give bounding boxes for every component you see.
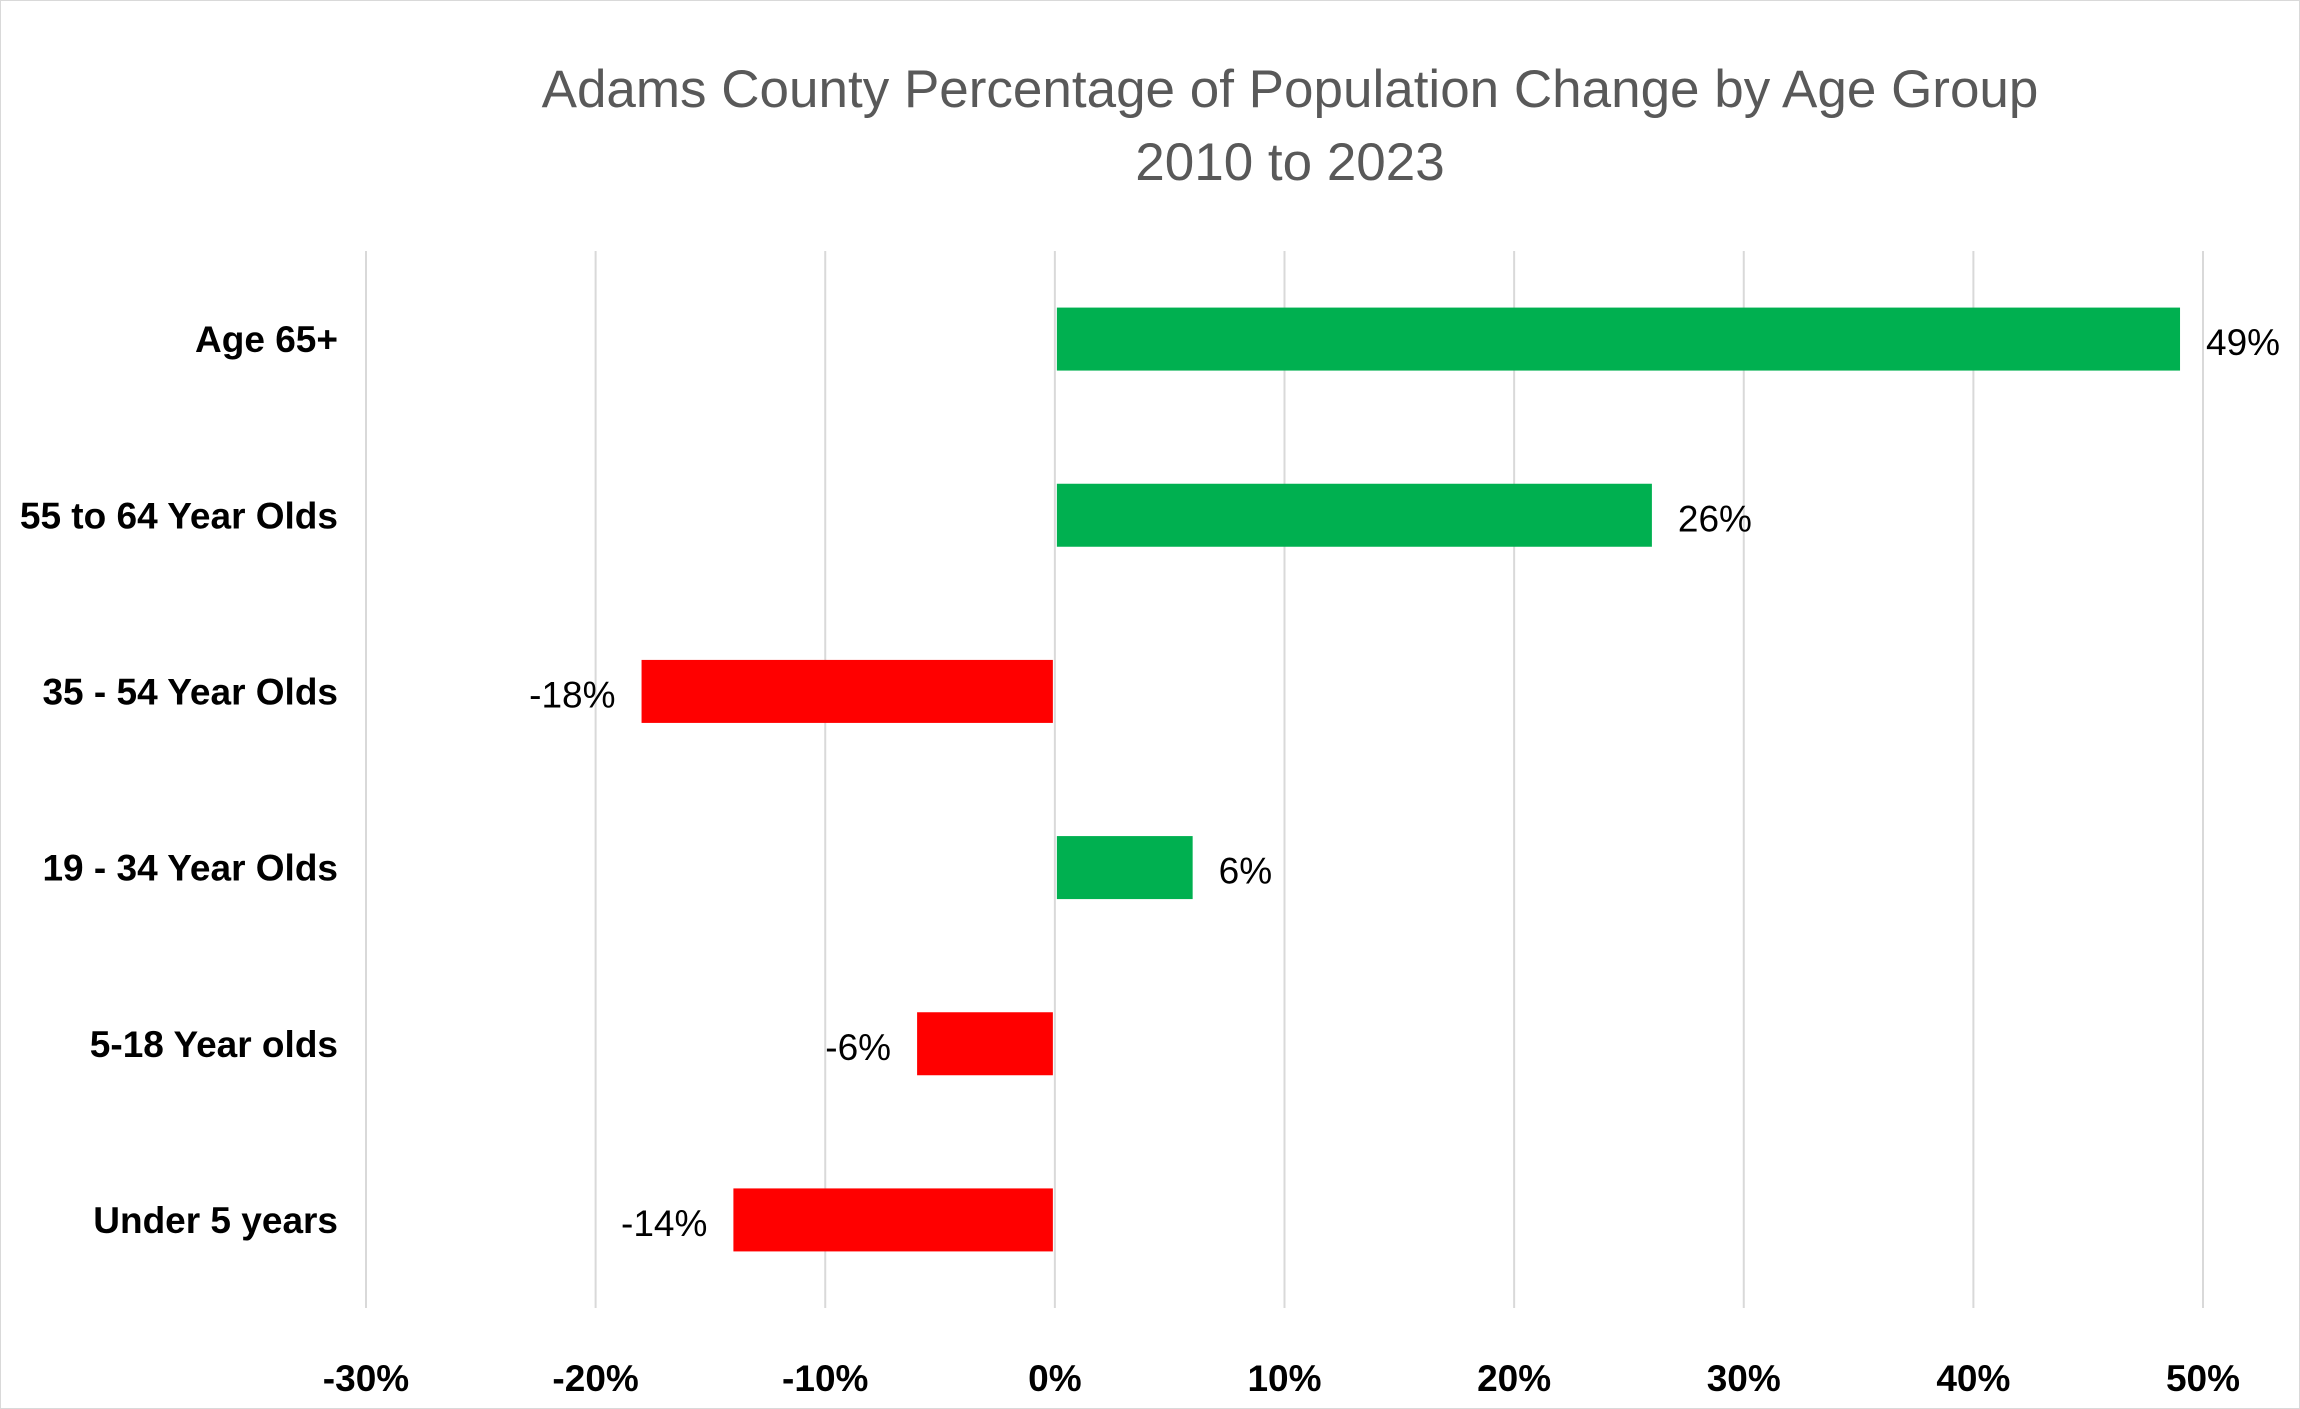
bar [1056, 483, 1652, 547]
bar [733, 1188, 1053, 1252]
chart-title-group: Adams County Percentage of Population Ch… [542, 60, 2039, 192]
data-label: -14% [621, 1203, 707, 1244]
chart-title: Adams County Percentage of Population Ch… [542, 60, 2039, 119]
x-tick-label: 30% [1707, 1358, 1781, 1399]
data-label: -18% [529, 674, 615, 715]
category-label: 5-18 Year olds [90, 1024, 338, 1065]
x-tick-label: 50% [2166, 1358, 2240, 1399]
bar [641, 659, 1053, 723]
data-labels: 49% 26% -18% 6% -6% -14% [529, 322, 2280, 1244]
x-tick-label: 0% [1028, 1358, 1081, 1399]
bar [1056, 307, 2181, 371]
data-label: 26% [1678, 498, 1752, 539]
category-label: 55 to 64 Year Olds [20, 495, 338, 536]
x-tick-label: 20% [1477, 1358, 1551, 1399]
category-labels: Age 65+ 55 to 64 Year Olds 35 - 54 Year Ol… [20, 319, 338, 1241]
x-tick-label: -10% [782, 1358, 868, 1399]
x-axis-tick-labels: -30% -20% -10% 0% 10% 20% 30% 40% 50% [323, 1358, 2240, 1399]
x-tick-label: -20% [552, 1358, 638, 1399]
x-tick-label: 10% [1247, 1358, 1321, 1399]
data-label: -6% [825, 1027, 891, 1068]
data-label: 6% [1219, 851, 1272, 892]
bar [1056, 836, 1193, 900]
gridlines [365, 251, 2204, 1308]
bars [641, 307, 2181, 1252]
category-label: 35 - 54 Year Olds [42, 671, 338, 712]
bar [917, 1012, 1053, 1076]
chart-subtitle: 2010 to 2023 [1135, 133, 1444, 192]
data-label: 49% [2206, 322, 2280, 363]
category-label: Under 5 years [93, 1200, 338, 1241]
category-label: Age 65+ [195, 319, 338, 360]
x-tick-label: -30% [323, 1358, 409, 1399]
category-label: 19 - 34 Year Olds [42, 848, 338, 889]
x-tick-label: 40% [1936, 1358, 2010, 1399]
